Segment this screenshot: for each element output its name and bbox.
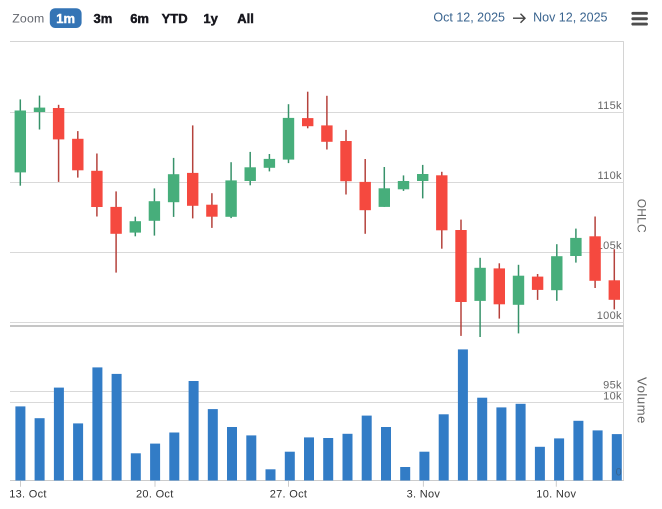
svg-text:Volume: Volume — [635, 377, 650, 424]
svg-text:1y: 1y — [203, 11, 218, 26]
svg-text:3. Nov: 3. Nov — [407, 488, 441, 500]
svg-text:1m: 1m — [56, 11, 75, 26]
svg-text:Oct 12, 2025: Oct 12, 2025 — [433, 10, 505, 24]
svg-text:95k: 95k — [603, 379, 622, 391]
svg-text:10. Nov: 10. Nov — [536, 488, 576, 500]
svg-text:100k: 100k — [597, 310, 622, 322]
svg-text:YTD: YTD — [162, 11, 188, 26]
svg-text:27. Oct: 27. Oct — [270, 488, 308, 500]
svg-text:All: All — [237, 11, 254, 26]
svg-text:3m: 3m — [94, 11, 113, 26]
svg-text:105k: 105k — [597, 240, 622, 252]
svg-text:OHLC: OHLC — [635, 199, 649, 233]
svg-text:Zoom: Zoom — [12, 11, 44, 25]
svg-text:115k: 115k — [598, 100, 622, 112]
svg-text:Nov 12, 2025: Nov 12, 2025 — [533, 10, 607, 24]
svg-text:0: 0 — [616, 467, 622, 479]
svg-text:13. Oct: 13. Oct — [9, 488, 47, 500]
svg-text:10k: 10k — [603, 390, 622, 402]
svg-text:6m: 6m — [130, 11, 149, 26]
svg-text:110k: 110k — [598, 170, 622, 182]
svg-text:20. Oct: 20. Oct — [136, 488, 174, 500]
